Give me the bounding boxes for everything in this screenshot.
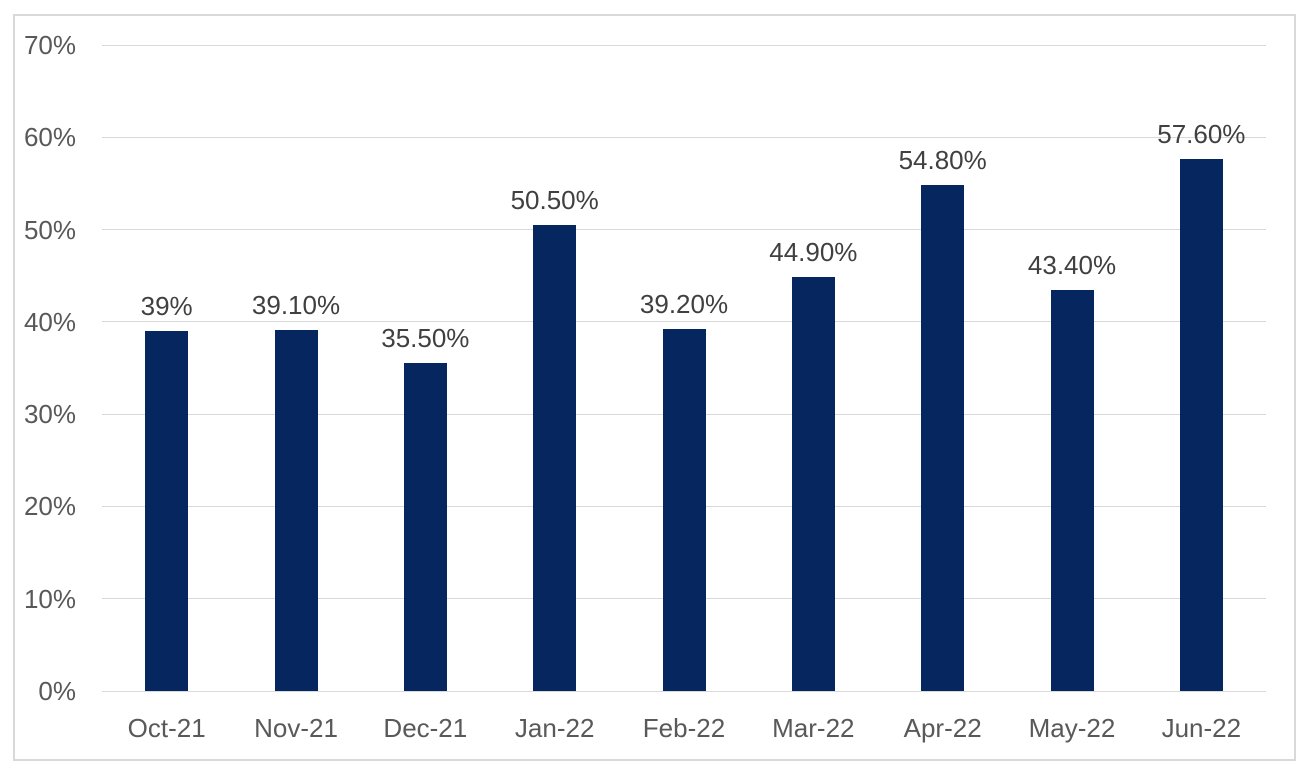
plot-area: 0% 10% 20% 30% 40% 50% 60% 70% 39% 39.10% 35.50% 5…	[24, 30, 1266, 743]
y-axis-tick-label: 50%	[23, 214, 76, 245]
bar-value-label: 54.80%	[898, 145, 987, 176]
y-axis-tick-label: 0%	[38, 676, 76, 706]
y-axis-tick-label: 20%	[23, 491, 76, 522]
y-axis-tick-label: 60%	[23, 122, 76, 153]
gridline	[102, 229, 1266, 231]
bar-value-label: 44.90%	[769, 236, 858, 267]
gridline	[102, 690, 1266, 692]
bar-apr-22	[921, 185, 965, 691]
bar-feb-22	[662, 329, 706, 691]
bar-value-label: 39.20%	[639, 289, 729, 320]
bar-may-22	[1050, 290, 1094, 691]
x-axis-category-label: Dec-21	[383, 713, 468, 743]
gridline	[102, 136, 1266, 138]
bar-oct-21	[145, 331, 189, 691]
x-axis-category-label: Jan-22	[514, 713, 595, 743]
bar-jun-22	[1179, 159, 1223, 691]
bar-value-label: 35.50%	[381, 323, 470, 354]
bar-dec-21	[403, 363, 447, 691]
bar-nov-21	[274, 330, 318, 691]
x-axis-category-label: Feb-22	[642, 713, 726, 743]
x-axis-category-label: Nov-21	[254, 713, 338, 743]
y-axis-tick-label: 10%	[23, 583, 76, 614]
x-axis-category-label: Oct-21	[127, 713, 206, 743]
y-axis-tick-label: 40%	[23, 306, 76, 337]
bar-value-label: 50.50%	[510, 184, 599, 215]
bar-value-label: 43.40%	[1027, 250, 1117, 281]
gridline	[102, 44, 1266, 46]
x-axis-category-label: Jun-22	[1161, 713, 1242, 743]
chart-frame: 0% 10% 20% 30% 40% 50% 60% 70% 39% 39.10% 35.50% 5…	[13, 14, 1296, 761]
bar-value-label: 39.10%	[251, 290, 341, 321]
gridline	[102, 321, 1266, 323]
x-axis-category-label: Apr-22	[903, 713, 982, 743]
y-axis-tick-label: 70%	[23, 30, 76, 60]
bar-value-label: 39%	[140, 291, 193, 322]
bar-mar-22	[791, 276, 835, 691]
x-axis-category-label: Mar-22	[772, 713, 855, 743]
y-axis-tick-label: 30%	[23, 399, 76, 430]
bar-jan-22	[533, 224, 577, 691]
bar-value-label: 57.60%	[1157, 119, 1246, 150]
x-axis-category-label: May-22	[1028, 713, 1116, 743]
